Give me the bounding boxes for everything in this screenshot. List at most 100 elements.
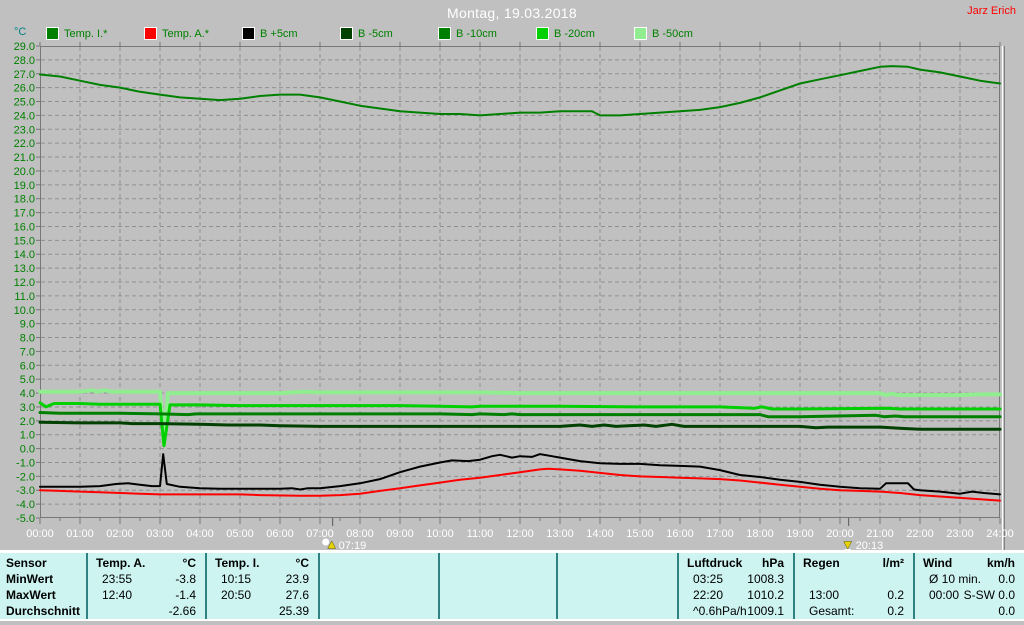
stats-cell-left: 12:40 [102, 588, 133, 602]
legend-item-temp-i[interactable]: Temp. I.* [46, 27, 144, 40]
y-axis-label: -5.0 [16, 513, 35, 525]
legend-item-b-20cm[interactable]: B -20cm [536, 27, 634, 40]
stats-column-regen: Regen l/m² 13:00 0.2 Gesamt: 0.2 [795, 553, 915, 619]
x-axis-label: 24:00 [986, 528, 1014, 540]
y-axis-label: -3.0 [16, 485, 35, 497]
y-axis-label: 19.0 [14, 180, 35, 192]
stats-cell-left [440, 603, 454, 619]
x-axis-label: 09:00 [386, 528, 414, 540]
y-axis-label: 14.0 [14, 249, 35, 261]
stats-cell-left [558, 603, 572, 619]
stats-row: MinWert [0, 571, 86, 587]
stats-column-sensor: Sensor MinWert MaxWert Durchschnitt [0, 553, 88, 619]
stats-header-row: Sensor [0, 555, 86, 571]
x-axis-label: 07:00 [306, 528, 334, 540]
stats-cell-left [320, 587, 334, 603]
y-axis-label: -2.0 [16, 471, 35, 483]
stats-cell-left: 10:15 [221, 572, 252, 586]
legend-label: B +5cm [260, 27, 298, 40]
stats-cell-left: Ø 10 min. [929, 572, 982, 586]
stats-row [795, 571, 913, 587]
x-axis-label: 06:00 [266, 528, 294, 540]
stats-row: 00:00 S-SW 0.0 [915, 587, 1024, 603]
y-axis-label: 26.0 [14, 83, 35, 95]
stats-cell-left: Temp. A. [96, 556, 146, 570]
x-axis-label: 00:00 [26, 528, 54, 540]
stats-cell-right: -1.4 [175, 588, 196, 602]
x-axis-label: 18:00 [746, 528, 774, 540]
stats-cell-right [77, 587, 86, 603]
x-axis-label: 03:00 [146, 528, 174, 540]
legend-item-b-10cm[interactable]: B -10cm [438, 27, 536, 40]
stats-cell-left [320, 571, 334, 587]
y-axis-label: 15.0 [14, 235, 35, 247]
stats-cell-right: km/h [986, 556, 1015, 570]
x-axis-label: 05:00 [226, 528, 254, 540]
y-axis-label: 11.0 [14, 291, 35, 303]
y-axis-label: 0.0 [20, 444, 35, 456]
stats-header-row: Temp. I. °C [207, 555, 318, 571]
stats-header-row: Temp. A. °C [88, 555, 205, 571]
y-axis-label: 20.0 [14, 166, 35, 178]
x-axis-label: 15:00 [626, 528, 654, 540]
stats-row [440, 571, 556, 587]
stats-cell-right: 23.9 [285, 572, 309, 586]
legend-item-temp-a[interactable]: Temp. A.* [144, 27, 242, 40]
stats-row [320, 603, 438, 619]
stats-cell-right: 1008.3 [747, 572, 784, 586]
stats-cell-right [77, 555, 86, 571]
stats-row: 23:55 -3.8 [88, 571, 205, 587]
stats-column-empty [320, 553, 440, 619]
stats-column-empty [440, 553, 558, 619]
legend-color-swatch [242, 27, 255, 40]
stats-cell-left: 22:20 [693, 588, 724, 602]
stats-cell-left [558, 587, 572, 603]
stats-cell-left: ^0.6hPa/h [693, 604, 747, 618]
page-title: Montag, 19.03.2018 [447, 5, 577, 21]
legend-label: B -5cm [358, 27, 393, 40]
user-name-label: Jarz Erich [967, 5, 1016, 17]
stats-table-section: Sensor MinWert MaxWert Durchschnitt Temp. A.… [0, 550, 1024, 625]
stats-cell-right [429, 603, 438, 619]
stats-cell-right: 1009.1 [747, 604, 784, 618]
stats-cell-right [668, 587, 677, 603]
stats-cell-right: 0.0 [998, 572, 1015, 586]
stats-cell-right: l/m² [882, 556, 904, 570]
x-axis-label: 16:00 [666, 528, 694, 540]
stats-row: 03:25 1008.3 [679, 571, 793, 587]
x-axis-label: 01:00 [66, 528, 94, 540]
stats-row: Durchschnitt [0, 603, 86, 619]
stats-cell-left: 20:50 [221, 588, 252, 602]
stats-cell-left: 23:55 [102, 572, 133, 586]
stats-row [320, 587, 438, 603]
stats-cell-left [88, 603, 102, 619]
stats-cell-right [547, 587, 556, 603]
stats-cell-left [795, 571, 809, 587]
y-axis-label: 10.0 [14, 305, 35, 317]
legend-item-b-5cm[interactable]: B -5cm [340, 27, 438, 40]
stats-cell-left: Luftdruck [687, 556, 743, 570]
stats-cell-right [429, 555, 438, 571]
y-axis-label: 23.0 [14, 124, 35, 136]
stats-cell-right [80, 603, 86, 619]
stats-cell-right: -2.66 [168, 604, 196, 618]
legend-item-b-50cm[interactable]: B -50cm [634, 27, 732, 40]
legend-item-b-5cm[interactable]: B +5cm [242, 27, 340, 40]
stats-cell-left [558, 571, 572, 587]
stats-row: 10:15 23.9 [207, 571, 318, 587]
stats-cell-right [547, 571, 556, 587]
series-b-20cm [38, 401, 1002, 448]
stats-cell-right [547, 603, 556, 619]
stats-cell-left: Temp. I. [215, 556, 260, 570]
y-axis-label: 22.0 [14, 138, 35, 150]
x-axis-label: 13:00 [546, 528, 574, 540]
stats-row [558, 571, 677, 587]
x-axis-label: 10:00 [426, 528, 454, 540]
y-axis-label: -4.0 [16, 499, 35, 511]
y-axis-label: 9.0 [20, 319, 35, 331]
stats-cell-left: Sensor [6, 556, 47, 570]
stats-cell-right [429, 587, 438, 603]
x-axis-label: 12:00 [506, 528, 534, 540]
stats-cell-right [547, 555, 556, 571]
stats-row [320, 571, 438, 587]
